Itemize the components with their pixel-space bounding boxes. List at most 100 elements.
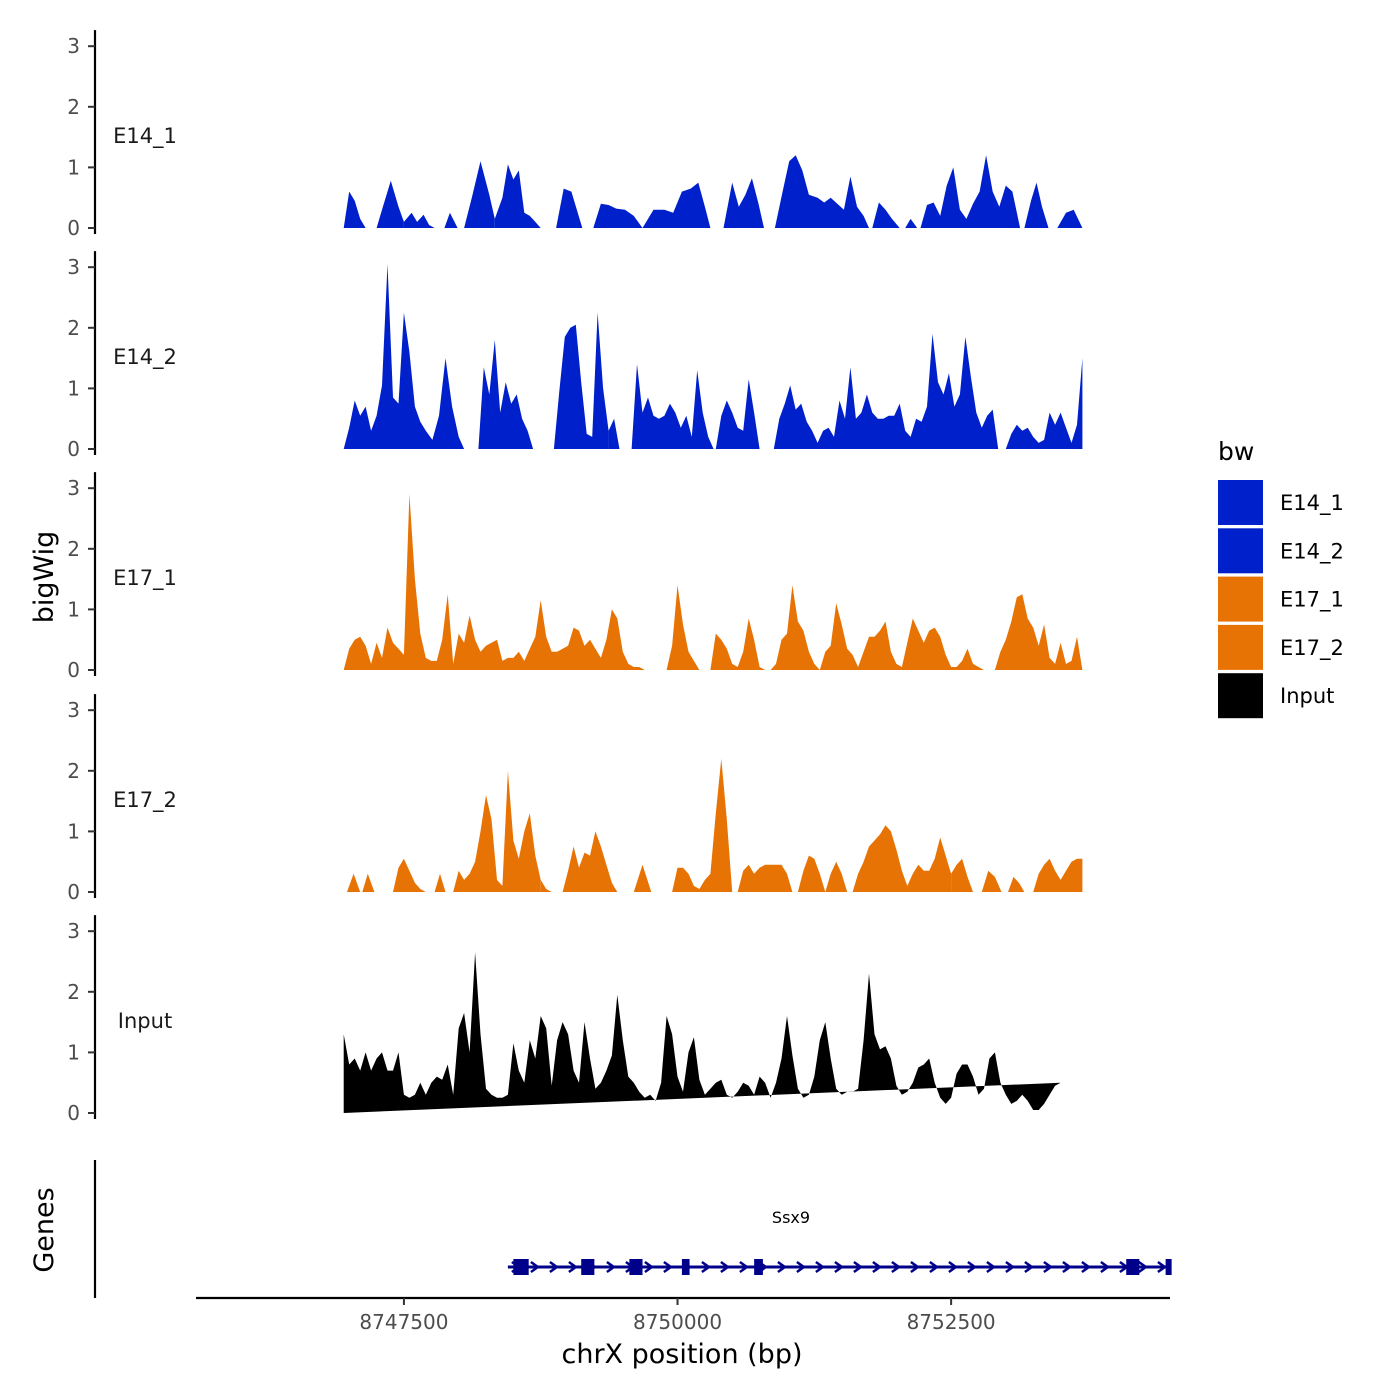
area-segment [393,858,426,892]
area-segment [905,218,918,228]
area-segment [1033,858,1083,892]
area-segment [362,873,375,892]
y-tick-label: 3 [67,476,80,500]
legend-label: E14_1 [1280,491,1344,516]
track-label: E17_2 [113,788,177,813]
strand-arrow [967,1260,978,1274]
x-axis-title: chrX position (bp) [561,1339,802,1370]
y-tick-label: 2 [67,980,80,1004]
strand-arrow [663,1260,674,1274]
area-segment [715,379,760,449]
legend-swatch [1218,673,1263,719]
y-tick-label: 1 [67,597,80,621]
y-tick-label: 0 [67,1101,80,1125]
area-segment [434,873,446,892]
area-segment [343,494,651,670]
area-segment [553,312,609,449]
x-tick-label: 8750000 [633,1310,722,1334]
legend-label: Input [1280,684,1334,708]
legend-entry-Input: Input [1218,673,1334,719]
strand-arrow [1081,1260,1092,1274]
strand-arrow [910,1260,921,1274]
area-segment [981,870,1002,892]
area-segment [797,855,826,892]
area-segment [920,155,1021,228]
strand-arrow [986,1260,997,1274]
area-segment [773,385,834,449]
area-segment [723,178,764,228]
legend-swatch [1218,624,1263,670]
bigwig-tracks: 0 1 2 3 E14_1 0 1 2 3 E14_2 0 1 2 3 E17_1 0 1 2 3 E17_2 0 1 2 3… [67,30,1083,1125]
legend-swatch [1218,576,1263,622]
area-segment [1024,182,1049,228]
strand-arrow [549,1260,560,1274]
area-segment [642,182,711,228]
legend-label: E17_1 [1280,588,1344,613]
x-axis: 8747500 8750000 8752500 [196,1296,1170,1334]
x-tick-label: 8747500 [359,1310,448,1334]
legend-swatch [1218,480,1263,525]
y-tick-label: 0 [67,216,80,240]
area-segment [343,264,465,449]
strand-arrow [853,1260,864,1274]
area-segment [376,180,404,228]
y-tick-label: 2 [67,759,80,783]
y-tick-label: 2 [67,95,80,119]
strand-arrow [1005,1260,1016,1274]
legend-title: bw [1218,437,1254,466]
legend-entry-E14_1: E14_1 [1218,480,1344,525]
x-tick-label: 8752500 [907,1310,996,1334]
strand-arrow [568,1260,579,1274]
legend-entry-E17_1: E17_1 [1218,576,1344,622]
y-tick-label: 3 [67,919,80,943]
strand-arrow [720,1260,731,1274]
track-label: E17_1 [113,566,177,591]
area-segment [453,770,541,892]
legend-label: E14_2 [1280,539,1344,564]
area-segment [994,594,1083,670]
area-segment [852,825,952,892]
track-E14_1: 0 1 2 3 E14_1 [67,30,1083,240]
y-tick-label: 2 [67,316,80,340]
strand-arrow [1024,1260,1035,1274]
strand-arrow [1100,1260,1111,1274]
strand-arrow [739,1260,750,1274]
y-tick-label: 2 [67,537,80,561]
y-tick-label: 0 [67,658,80,682]
area-segment [633,864,652,892]
exon [629,1259,643,1275]
genes-axis-title: Genes [29,1187,60,1272]
area-segment [494,164,541,228]
area-segment [1008,876,1025,892]
exon [1126,1259,1140,1275]
y-tick-label: 1 [67,1040,80,1064]
area-segment [825,861,848,892]
track-label: E14_2 [113,345,177,370]
strand-arrow [701,1260,712,1274]
y-tick-label: 0 [67,437,80,461]
area-segment [1005,358,1083,449]
y-tick-label: 3 [67,698,80,722]
area-segment [951,858,973,892]
area-segment [444,212,458,228]
area-segment [343,952,1061,1113]
area-segment [737,864,793,892]
legend-entry-E17_2: E17_2 [1218,624,1344,670]
area-segment [666,585,700,670]
legend-entry-E14_2: E14_2 [1218,528,1344,574]
strand-arrow [834,1260,845,1274]
track-label: E14_1 [113,124,177,149]
area-segment [834,333,999,449]
strand-arrow [530,1260,541,1274]
exon [681,1259,690,1275]
area-segment [347,873,361,892]
exon [581,1259,595,1275]
strand-arrow [1157,1260,1168,1274]
exon [754,1259,763,1275]
y-tick-label: 0 [67,880,80,904]
strand-arrow [1138,1260,1149,1274]
track-E14_2: 0 1 2 3 E14_2 [67,251,1083,461]
area-segment [672,758,733,892]
area-segment [1057,209,1083,228]
y-axis-title: bigWig [29,531,60,624]
